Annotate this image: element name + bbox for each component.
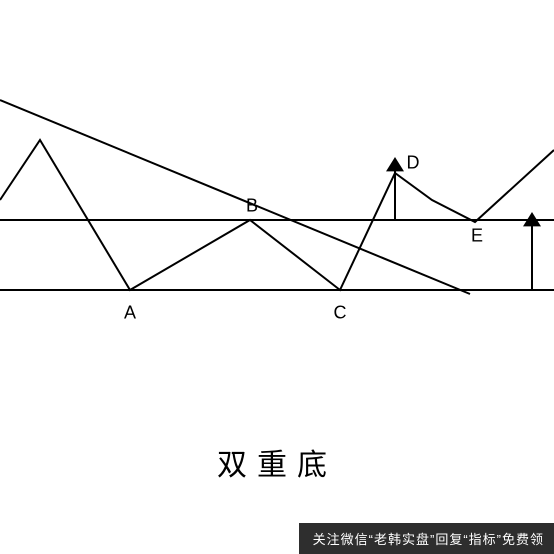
diagram-title: 双重底 bbox=[217, 440, 337, 484]
arrow-head-0 bbox=[386, 157, 404, 171]
trendline bbox=[0, 100, 470, 294]
point-label-A: A bbox=[124, 303, 136, 324]
point-label-C: C bbox=[334, 303, 347, 324]
point-label-D: D bbox=[407, 153, 420, 174]
footer-banner: 关注微信“老韩实盘”回复“指标”免费领 bbox=[299, 523, 554, 554]
point-label-E: E bbox=[471, 226, 483, 247]
point-label-B: B bbox=[246, 196, 258, 217]
